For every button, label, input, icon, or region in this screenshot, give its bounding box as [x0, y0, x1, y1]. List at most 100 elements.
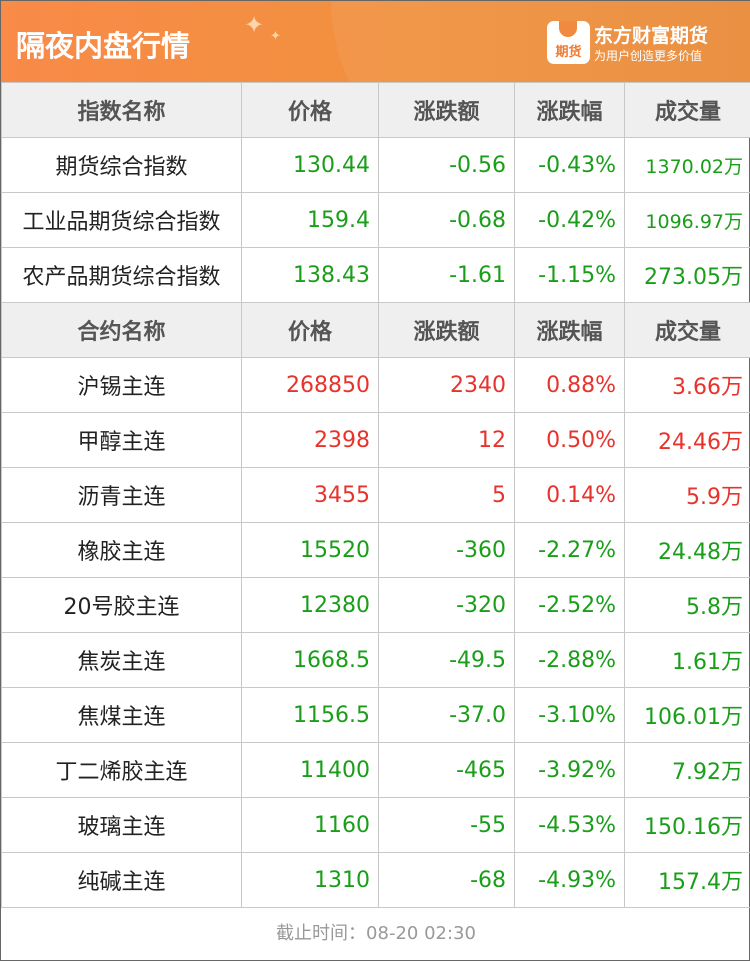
- cell-change: -1.61: [379, 248, 515, 303]
- cell-price: 12380: [242, 578, 379, 633]
- cell-name: 农产品期货综合指数: [2, 248, 242, 303]
- cell-volume: 7.92万: [625, 743, 750, 798]
- cell-name: 工业品期货综合指数: [2, 193, 242, 248]
- column-header: 涨跌幅: [515, 83, 625, 138]
- update-time: 截止时间：08-20 02:30: [1, 906, 750, 962]
- column-header: 涨跌幅: [515, 303, 625, 358]
- cell-name: 焦炭主连: [2, 633, 242, 688]
- cell-price: 268850: [242, 358, 379, 413]
- header-banner: 隔夜内盘行情 ✦ ✦ 期货 东方财富期货 为用户创造更多价值: [1, 1, 750, 82]
- column-header: 价格: [242, 83, 379, 138]
- cell-volume: 3.66万: [625, 358, 750, 413]
- cell-volume: 1096.97万: [625, 193, 750, 248]
- cell-pct: 0.50%: [515, 413, 625, 468]
- cell-name: 丁二烯胶主连: [2, 743, 242, 798]
- cell-name: 甲醇主连: [2, 413, 242, 468]
- cell-change: -49.5: [379, 633, 515, 688]
- cell-volume: 24.46万: [625, 413, 750, 468]
- cell-change: -320: [379, 578, 515, 633]
- cell-name: 沥青主连: [2, 468, 242, 523]
- cell-name: 橡胶主连: [2, 523, 242, 578]
- cell-pct: -2.52%: [515, 578, 625, 633]
- cell-volume: 273.05万: [625, 248, 750, 303]
- cell-name: 焦煤主连: [2, 688, 242, 743]
- cell-change: 5: [379, 468, 515, 523]
- cell-change: -465: [379, 743, 515, 798]
- column-header: 涨跌额: [379, 83, 515, 138]
- cell-name: 期货综合指数: [2, 138, 242, 193]
- sparkle-icon: ✦: [270, 29, 281, 44]
- brand-logo: 期货: [547, 21, 590, 64]
- cell-price: 138.43: [242, 248, 379, 303]
- index-header-row: 指数名称价格涨跌额涨跌幅成交量: [2, 83, 750, 138]
- cell-price: 15520: [242, 523, 379, 578]
- cell-volume: 157.4万: [625, 853, 750, 908]
- cell-price: 159.4: [242, 193, 379, 248]
- cell-price: 1160: [242, 798, 379, 853]
- brand-slogan: 为用户创造更多价值: [594, 47, 702, 64]
- cell-name: 纯碱主连: [2, 853, 242, 908]
- cell-name: 玻璃主连: [2, 798, 242, 853]
- brand-name: 东方财富期货: [594, 21, 708, 48]
- cell-price: 11400: [242, 743, 379, 798]
- cell-price: 1668.5: [242, 633, 379, 688]
- cell-pct: 0.14%: [515, 468, 625, 523]
- cell-volume: 150.16万: [625, 798, 750, 853]
- cell-change: -55: [379, 798, 515, 853]
- cell-pct: -3.92%: [515, 743, 625, 798]
- page-title: 隔夜内盘行情: [16, 23, 190, 65]
- cell-change: -360: [379, 523, 515, 578]
- cell-pct: 0.88%: [515, 358, 625, 413]
- cell-price: 1156.5: [242, 688, 379, 743]
- cell-name: 20号胶主连: [2, 578, 242, 633]
- cell-change: -37.0: [379, 688, 515, 743]
- cell-volume: 5.8万: [625, 578, 750, 633]
- cell-price: 1310: [242, 853, 379, 908]
- cell-change: -0.56: [379, 138, 515, 193]
- cell-volume: 1370.02万: [625, 138, 750, 193]
- column-header: 涨跌额: [379, 303, 515, 358]
- sparkle-icon: ✦: [244, 11, 264, 39]
- column-header: 价格: [242, 303, 379, 358]
- cell-pct: -0.42%: [515, 193, 625, 248]
- cell-price: 2398: [242, 413, 379, 468]
- cell-pct: -4.53%: [515, 798, 625, 853]
- cell-name: 沪锡主连: [2, 358, 242, 413]
- cell-change: -0.68: [379, 193, 515, 248]
- cell-price: 130.44: [242, 138, 379, 193]
- logo-mark-icon: [559, 21, 577, 37]
- contract-header-row: 合约名称价格涨跌额涨跌幅成交量: [2, 303, 750, 358]
- cell-pct: -3.10%: [515, 688, 625, 743]
- column-header: 指数名称: [2, 83, 242, 138]
- cell-change: 12: [379, 413, 515, 468]
- cell-pct: -2.27%: [515, 523, 625, 578]
- column-header: 成交量: [625, 83, 750, 138]
- logo-text: 期货: [555, 45, 581, 60]
- cell-volume: 24.48万: [625, 523, 750, 578]
- cell-pct: -4.93%: [515, 853, 625, 908]
- cell-change: -68: [379, 853, 515, 908]
- cell-pct: -0.43%: [515, 138, 625, 193]
- cell-pct: -2.88%: [515, 633, 625, 688]
- cell-pct: -1.15%: [515, 248, 625, 303]
- cell-volume: 1.61万: [625, 633, 750, 688]
- column-header: 合约名称: [2, 303, 242, 358]
- cell-volume: 106.01万: [625, 688, 750, 743]
- cell-volume: 5.9万: [625, 468, 750, 523]
- column-header: 成交量: [625, 303, 750, 358]
- cell-change: 2340: [379, 358, 515, 413]
